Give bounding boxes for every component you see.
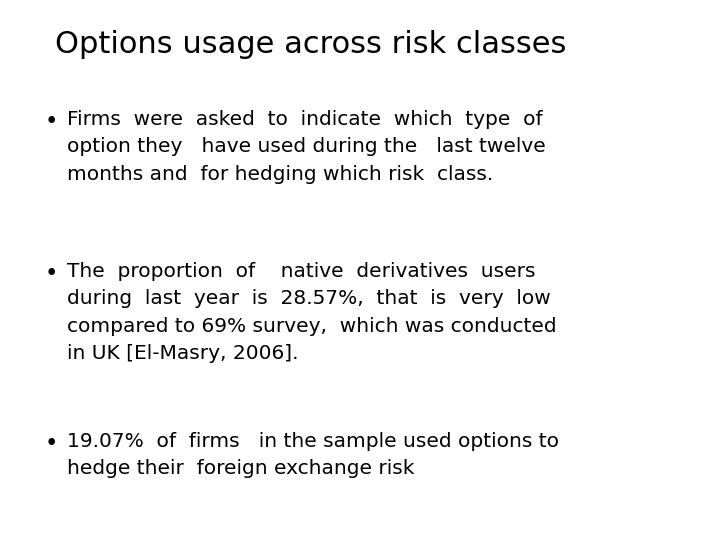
Text: •: •: [45, 432, 58, 455]
Text: 19.07%  of  firms   in the sample used options to
hedge their  foreign exchange : 19.07% of firms in the sample used optio…: [67, 432, 559, 478]
Text: Firms  were  asked  to  indicate  which  type  of
option they   have used during: Firms were asked to indicate which type …: [67, 110, 546, 184]
Text: •: •: [45, 110, 58, 133]
Text: The  proportion  of    native  derivatives  users
during  last  year  is  28.57%: The proportion of native derivatives use…: [67, 262, 557, 363]
Text: Options usage across risk classes: Options usage across risk classes: [55, 30, 567, 59]
Text: •: •: [45, 262, 58, 285]
